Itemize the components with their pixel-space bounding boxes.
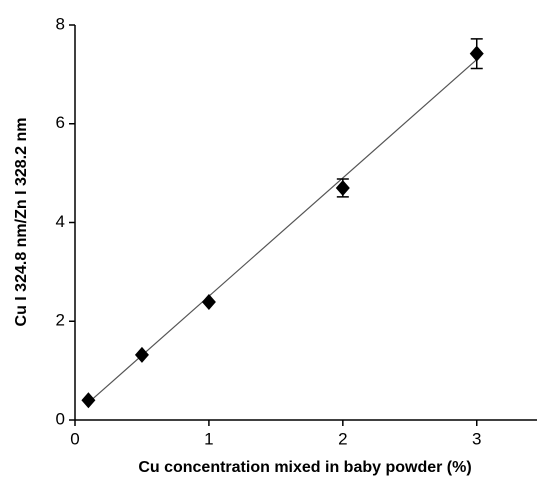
x-tick-label: 0: [70, 429, 79, 448]
y-tick-label: 4: [56, 212, 65, 231]
y-axis-label: Cu I 324.8 nm/Zn I 328.2 nm: [13, 118, 30, 327]
point: [469, 45, 484, 62]
x-axis-label: Cu concentration mixed in baby powder (%…: [138, 459, 471, 476]
x-tick-label: 3: [472, 429, 481, 448]
fit-line: [87, 59, 478, 404]
y-tick-label: 0: [56, 409, 65, 428]
x-tick-label: 1: [204, 429, 213, 448]
point: [201, 293, 216, 310]
y-tick-label: 6: [56, 113, 65, 132]
y-tick-label: 2: [56, 311, 65, 330]
x-tick-label: 2: [338, 429, 347, 448]
point: [335, 179, 350, 196]
point: [134, 346, 149, 363]
y-tick-label: 8: [56, 14, 65, 33]
point: [81, 392, 96, 409]
